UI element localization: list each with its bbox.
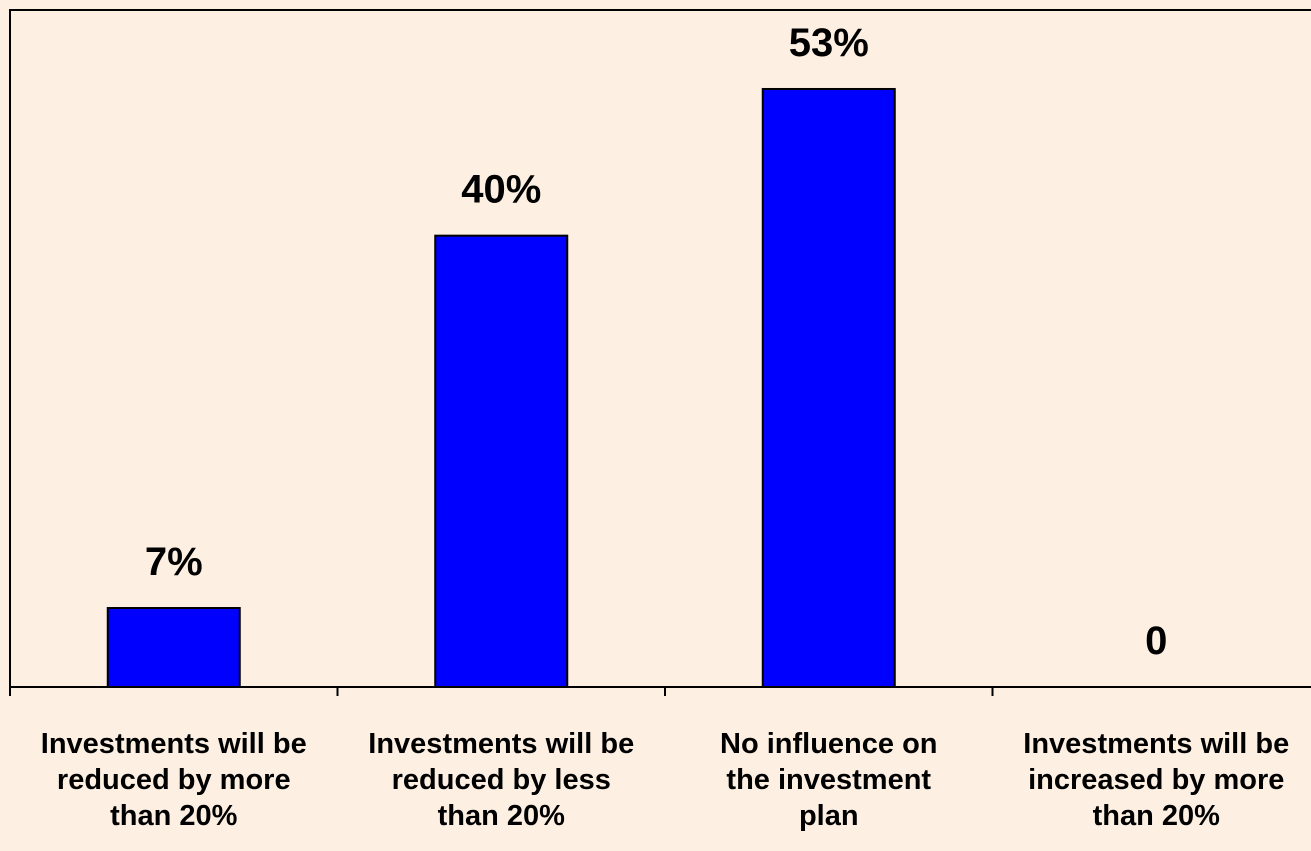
category-labels-layer: Investments will be reduced by more than 2… [41, 728, 1289, 832]
category-label-3: No influence on the investment plan [720, 728, 938, 832]
category-label-1: Investments will be reduced by more than 2… [41, 728, 307, 832]
data-label-3: 53% [789, 21, 869, 65]
x-axis [9, 686, 1311, 696]
category-label-2: Investments will be reduced by less than 2… [368, 728, 634, 832]
data-label-1: 7% [145, 540, 203, 584]
bar-3 [761, 87, 896, 688]
bar-1 [106, 607, 241, 688]
bars-layer [106, 87, 896, 689]
data-label-2: 40% [461, 168, 541, 212]
category-label-4: Investments will be increased by more than… [1023, 728, 1289, 832]
data-labels-layer: 7% 40% 53% 0 [145, 21, 1168, 663]
bar-2 [434, 234, 569, 689]
data-label-4: 0 [1145, 619, 1167, 663]
plot-area [9, 9, 1311, 688]
